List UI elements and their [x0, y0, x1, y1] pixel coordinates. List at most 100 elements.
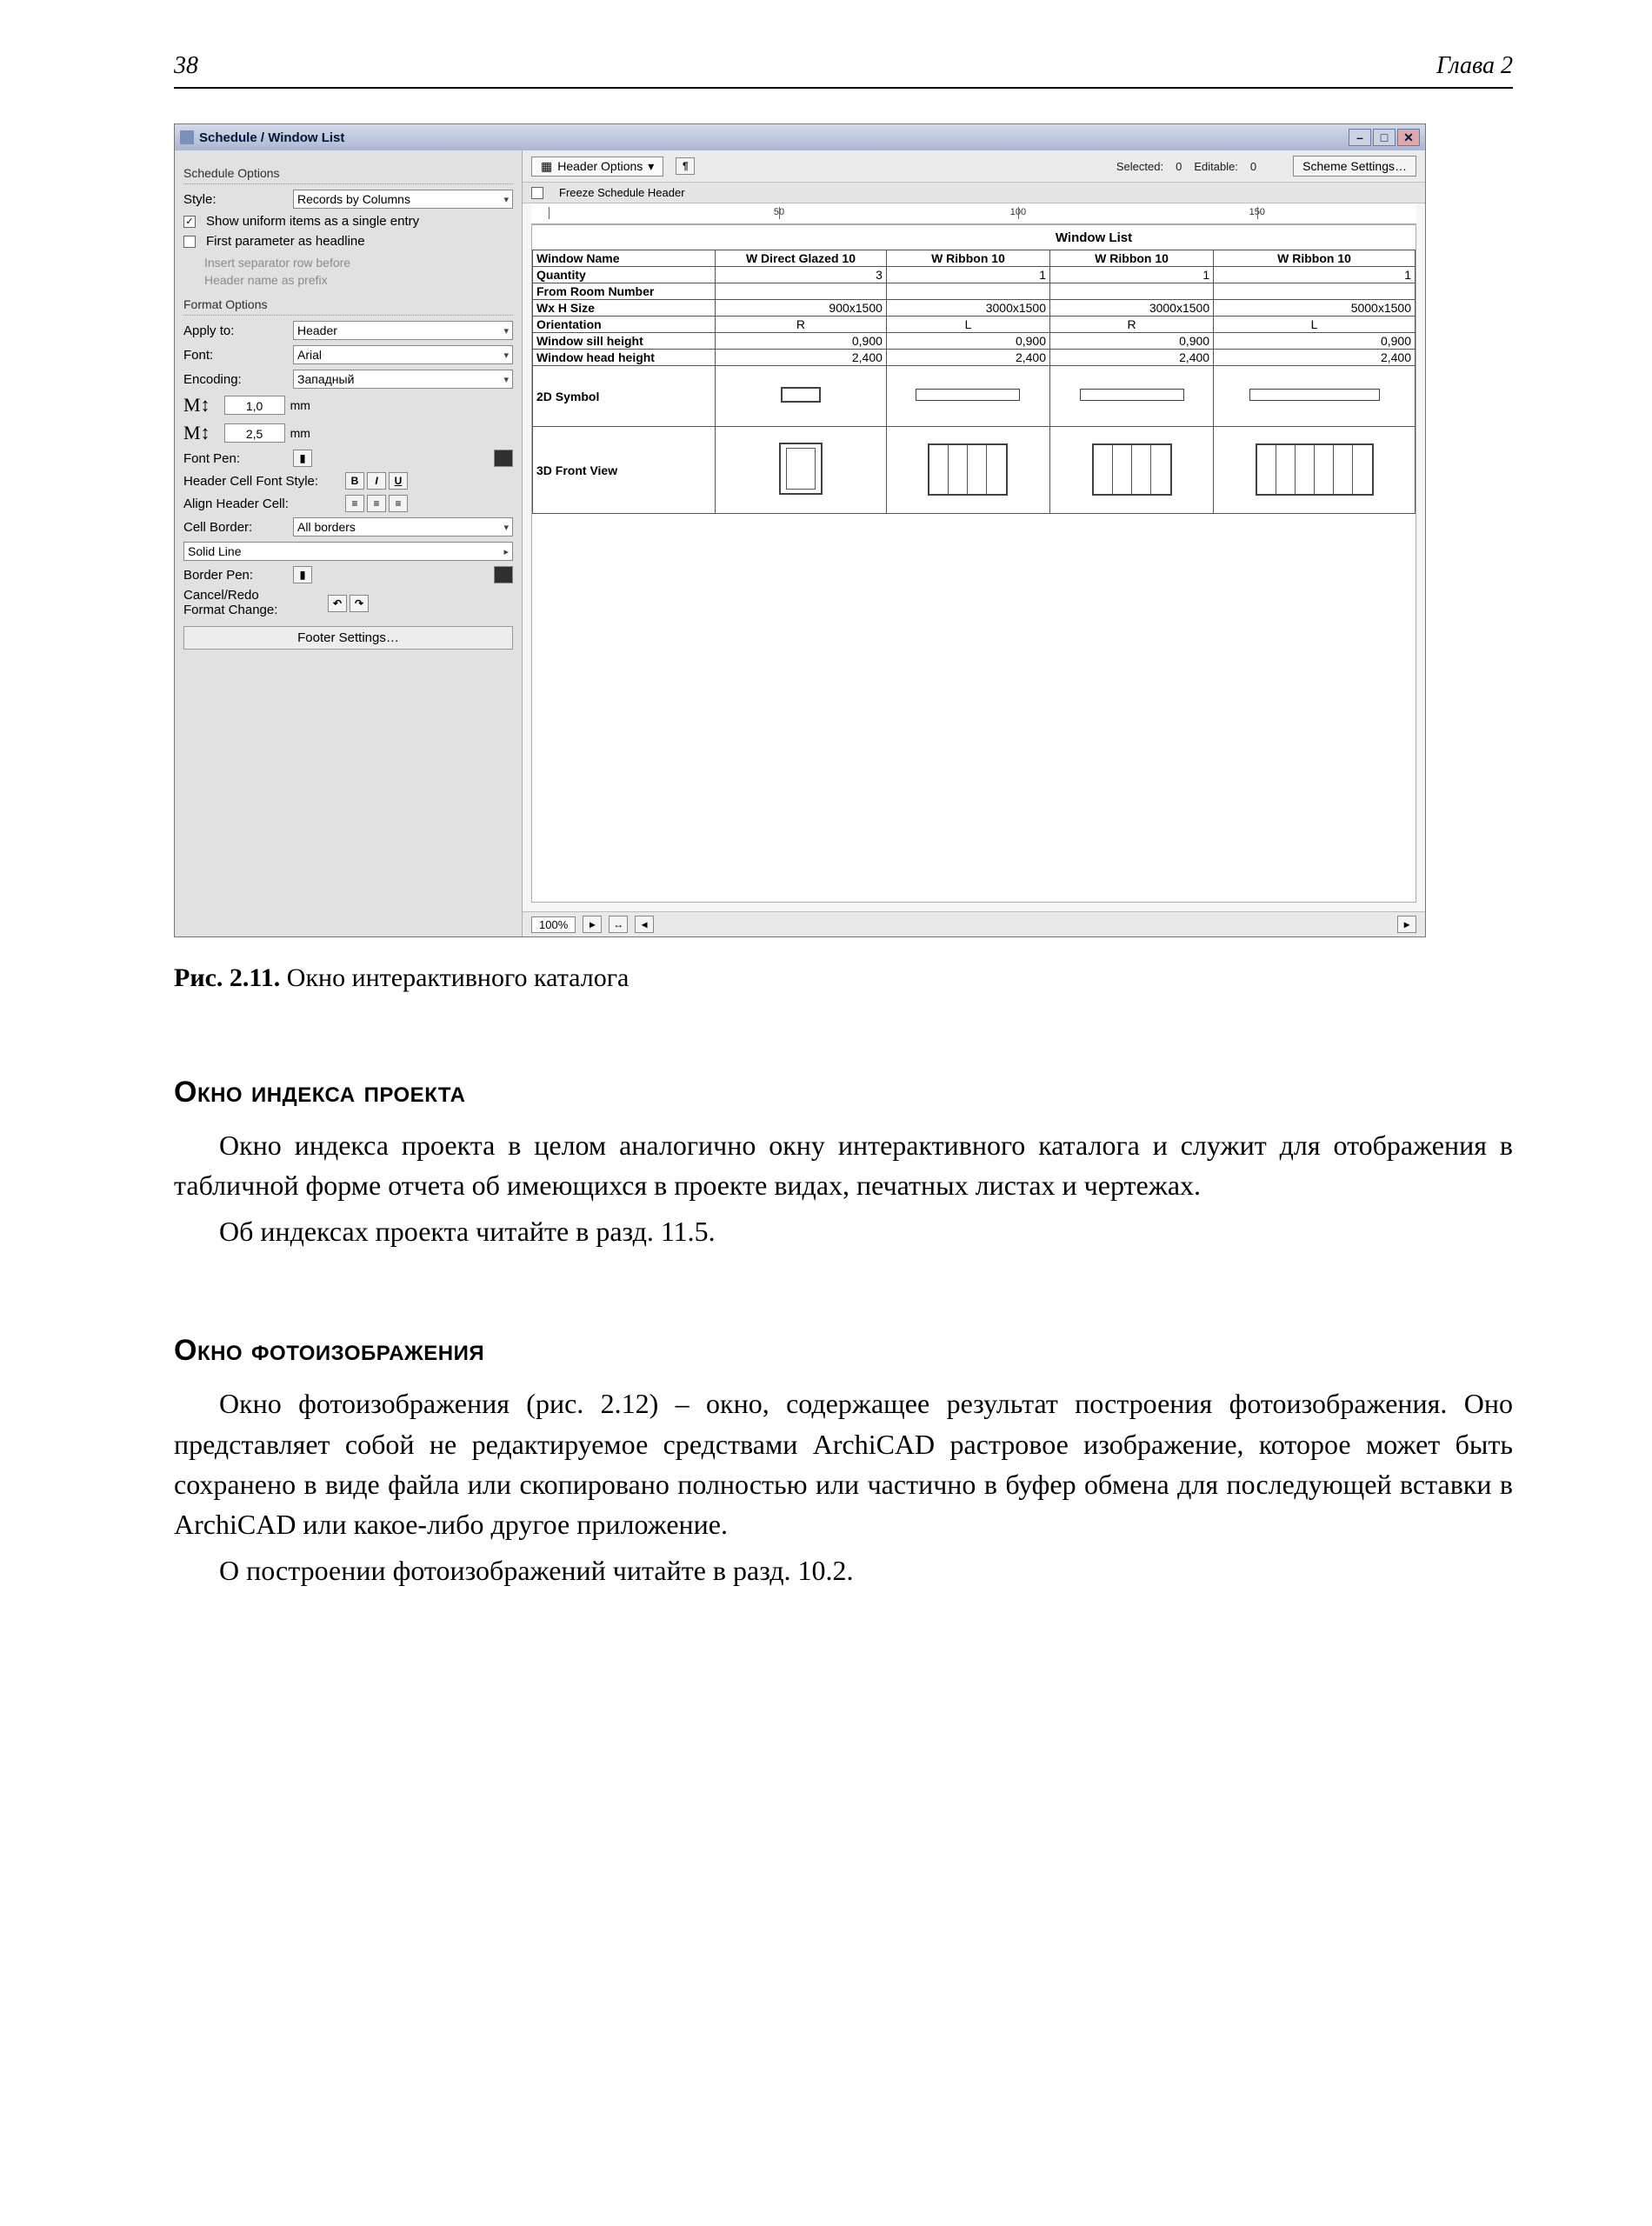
- format-toggle-button[interactable]: ¶: [676, 157, 695, 175]
- section-heading-1: Окно индекса проекта: [174, 1076, 1513, 1110]
- row-label: Window Name: [533, 250, 716, 267]
- maximize-button[interactable]: □: [1373, 129, 1396, 146]
- redo-button[interactable]: ↷: [350, 595, 369, 612]
- cell-2d-symbol: [886, 366, 1049, 427]
- cell: L: [886, 317, 1049, 333]
- underline-button[interactable]: U: [389, 472, 408, 490]
- cell-border-value: All borders: [297, 520, 356, 534]
- cell-3d-view: [716, 427, 887, 514]
- schedule-sheet: Window List Window Name W Direct Glazed …: [531, 224, 1416, 903]
- body-text: Окно фотоизображения (рис. 2.12) – окно,…: [174, 1383, 1513, 1545]
- apply-to-select[interactable]: Header ▾: [293, 321, 513, 340]
- app-icon: [180, 130, 194, 144]
- cell: 2,400: [1214, 350, 1416, 366]
- first-param-row[interactable]: First parameter as headline: [183, 234, 513, 249]
- col-header: W Ribbon 10: [1050, 250, 1214, 267]
- bold-button[interactable]: B: [345, 472, 364, 490]
- zoom-value[interactable]: 100%: [531, 916, 576, 933]
- table-row: Orientation R L R L: [533, 317, 1416, 333]
- cell-border-select[interactable]: All borders ▾: [293, 517, 513, 537]
- table-row: 3D Front View: [533, 427, 1416, 514]
- table-row: Window sill height 0,900 0,900 0,900 0,9…: [533, 333, 1416, 350]
- chevron-down-icon: ▾: [503, 325, 509, 337]
- close-button[interactable]: ✕: [1397, 129, 1420, 146]
- grid-icon: ▦: [541, 159, 552, 174]
- row-label: Quantity: [533, 267, 716, 283]
- freeze-header-label: Freeze Schedule Header: [559, 186, 685, 199]
- cell: R: [1050, 317, 1214, 333]
- cell: 3000x1500: [886, 300, 1049, 317]
- align-left-button[interactable]: ≡: [345, 495, 364, 512]
- align-right-button[interactable]: ≡: [389, 495, 408, 512]
- selected-value: 0: [1176, 160, 1182, 173]
- chevron-down-icon: ▾: [503, 194, 509, 205]
- row-label: Orientation: [533, 317, 716, 333]
- checkbox-first-param[interactable]: [183, 236, 196, 248]
- cell-2d-symbol: [716, 366, 887, 427]
- schedule-table: Window Name W Direct Glazed 10 W Ribbon …: [532, 250, 1416, 514]
- cell-3d-view: [1214, 427, 1416, 514]
- figure-caption: Рис. 2.11. Окно интерактивного каталога: [174, 963, 1513, 993]
- scroll-right-button[interactable]: ▸: [1397, 916, 1416, 933]
- cell: 2,400: [716, 350, 887, 366]
- cell: [716, 283, 887, 300]
- row-label: Window sill height: [533, 333, 716, 350]
- app-window: Schedule / Window List – □ ✕ Schedule Op…: [174, 123, 1426, 937]
- row-height-unit: mm: [290, 398, 322, 412]
- style-select[interactable]: Records by Columns ▾: [293, 190, 513, 209]
- align-header-label: Align Header Cell:: [183, 497, 340, 511]
- chapter-ref: Глава 2: [1436, 52, 1513, 80]
- cell: 900x1500: [716, 300, 887, 317]
- cell: 2,400: [1050, 350, 1214, 366]
- scroll-left-button[interactable]: ◂: [635, 916, 654, 933]
- body-text: Об индексах проекта читайте в разд. 11.5…: [174, 1211, 1513, 1251]
- header-options-dropdown[interactable]: ▦ Header Options ▾: [531, 157, 663, 177]
- font-select[interactable]: Arial ▾: [293, 345, 513, 364]
- zoom-bar: 100% ▸ ↔ ◂ ▸: [523, 911, 1425, 936]
- align-center-button[interactable]: ≡: [367, 495, 386, 512]
- border-color-swatch[interactable]: [494, 566, 513, 583]
- insert-sep-option: Insert separator row before: [183, 254, 513, 271]
- minimize-button[interactable]: –: [1349, 129, 1371, 146]
- section-heading-2: Окно фотоизображения: [174, 1334, 1513, 1368]
- apply-to-label: Apply to:: [183, 323, 288, 338]
- font-color-swatch[interactable]: [494, 450, 513, 467]
- border-pen-btn[interactable]: ▮: [293, 566, 312, 583]
- caption-number: Рис. 2.11.: [174, 963, 280, 992]
- fit-width-button[interactable]: ↔: [609, 916, 628, 933]
- text-height-input[interactable]: 2,5: [224, 423, 285, 443]
- checkbox-show-uniform[interactable]: ✓: [183, 216, 196, 228]
- zoom-next-button[interactable]: ▸: [583, 916, 602, 933]
- encoding-select[interactable]: Западный ▾: [293, 370, 513, 389]
- cell: 3000x1500: [1050, 300, 1214, 317]
- show-uniform-label: Show uniform items as a single entry: [206, 214, 419, 229]
- group-format-options: Format Options: [183, 294, 513, 316]
- italic-button[interactable]: I: [367, 472, 386, 490]
- show-uniform-row[interactable]: ✓ Show uniform items as a single entry: [183, 214, 513, 229]
- encoding-value: Западный: [297, 372, 354, 386]
- header-options-label: Header Options: [557, 159, 643, 173]
- row-height-input[interactable]: 1,0: [224, 396, 285, 415]
- checkbox-freeze-header[interactable]: [531, 187, 543, 199]
- table-row: Window head height 2,400 2,400 2,400 2,4…: [533, 350, 1416, 366]
- left-panel: Schedule Options Style: Records by Colum…: [175, 150, 523, 936]
- first-param-label: First parameter as headline: [206, 234, 365, 249]
- chevron-down-icon: ▾: [503, 374, 509, 385]
- col-header: W Ribbon 10: [1214, 250, 1416, 267]
- row-label: 2D Symbol: [533, 366, 716, 427]
- cell: 3: [716, 267, 887, 283]
- footer-settings-button[interactable]: Footer Settings…: [183, 626, 513, 650]
- line-style-select[interactable]: Solid Line ▸: [183, 542, 513, 561]
- editable-value: 0: [1250, 160, 1256, 173]
- cell: L: [1214, 317, 1416, 333]
- cell: 0,900: [886, 333, 1049, 350]
- page-number: 38: [174, 52, 198, 80]
- row-height-icon: M↕: [183, 394, 219, 417]
- scheme-settings-button[interactable]: Scheme Settings…: [1293, 156, 1416, 177]
- cell-2d-symbol: [1050, 366, 1214, 427]
- font-pen-btn[interactable]: ▮: [293, 450, 312, 467]
- style-value: Records by Columns: [297, 192, 410, 206]
- window-title: Schedule / Window List: [199, 130, 344, 145]
- body-text: Окно индекса проекта в целом аналогично …: [174, 1125, 1513, 1206]
- undo-button[interactable]: ↶: [328, 595, 347, 612]
